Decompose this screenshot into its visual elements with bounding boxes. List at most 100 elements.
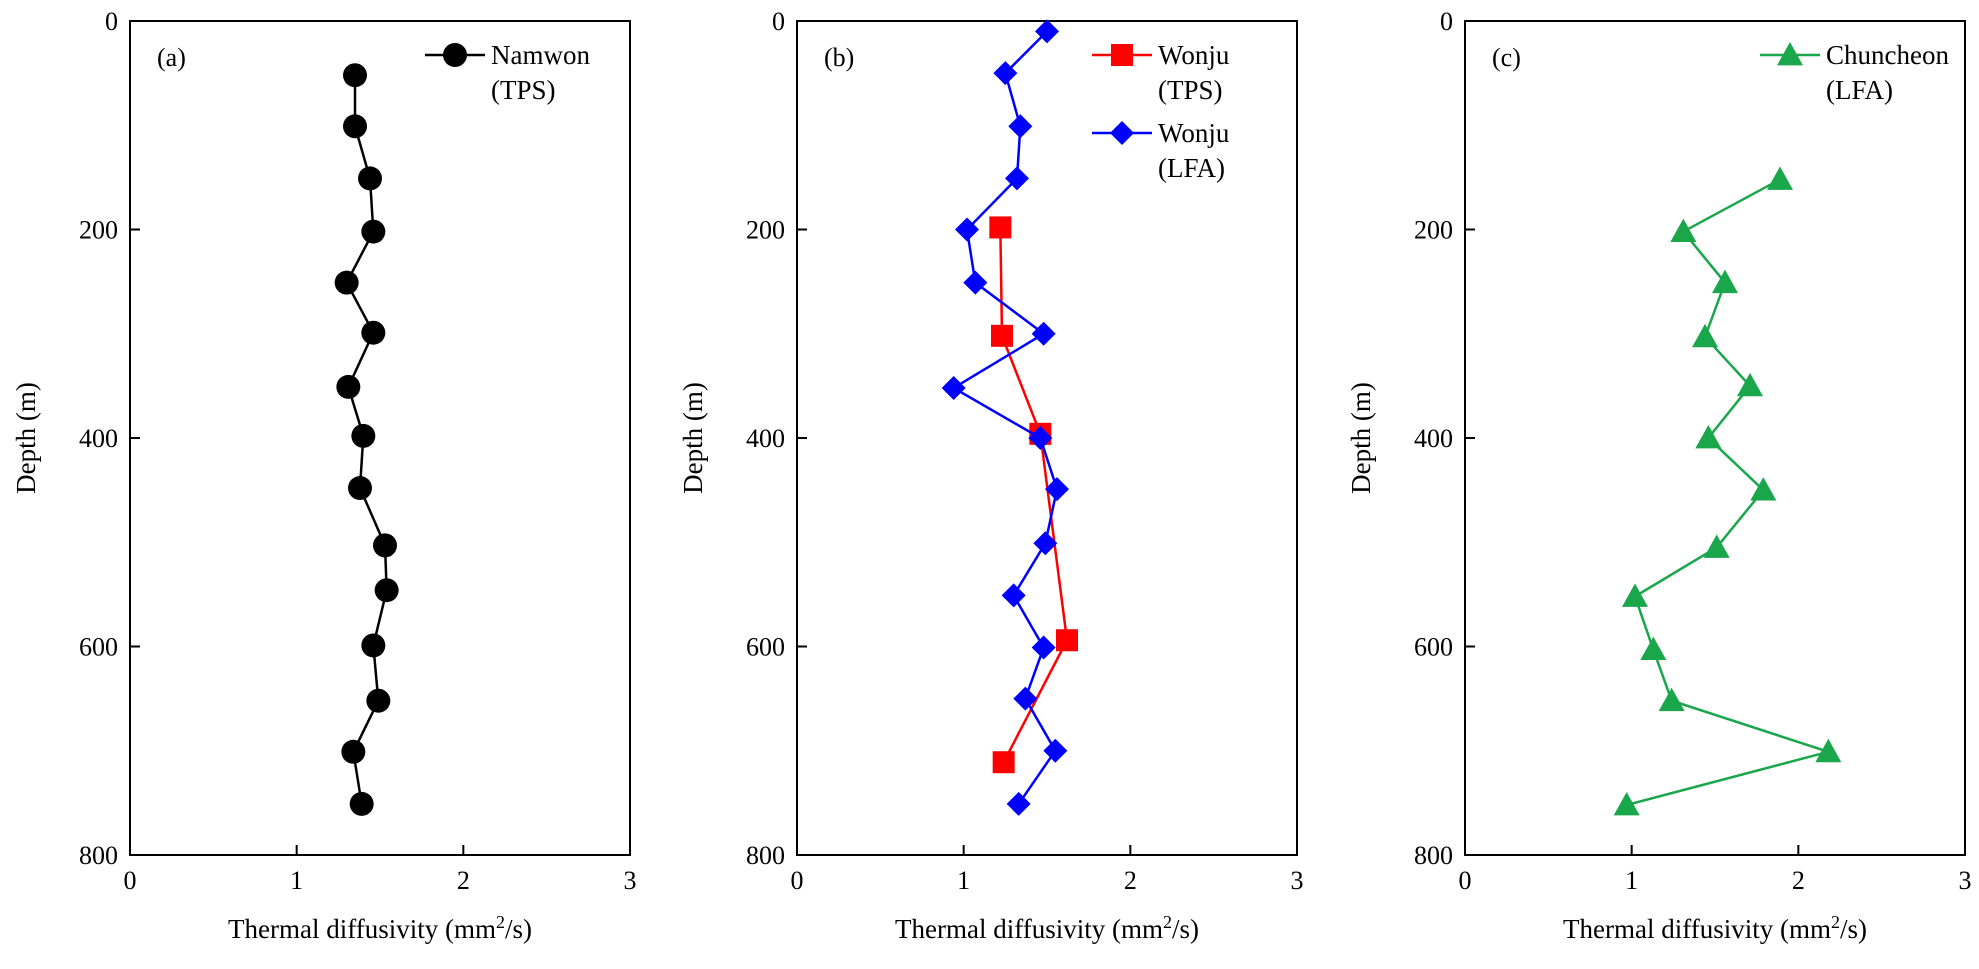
- x-axis-title: Thermal diffusivity (mm2/s): [228, 912, 532, 944]
- y-axis-title: Depth (m): [678, 382, 708, 494]
- data-point: [1031, 635, 1056, 660]
- y-tick-label: 200: [79, 216, 118, 245]
- data-point: [1692, 323, 1718, 348]
- y-tick-label: 400: [746, 424, 785, 453]
- y-tick-label: 0: [1440, 7, 1453, 36]
- legend-label: Chuncheon: [1826, 40, 1949, 70]
- data-point: [336, 374, 361, 399]
- x-tick-label: 2: [1792, 866, 1805, 895]
- legend-label-line2: (LFA): [1158, 153, 1225, 183]
- legend-label: Namwon: [491, 40, 590, 70]
- data-point: [1767, 166, 1793, 190]
- data-point: [993, 61, 1018, 86]
- series-line-2: [951, 30, 1059, 805]
- data-point: [334, 270, 359, 295]
- data-point: [955, 217, 979, 242]
- y-tick-label: 600: [79, 633, 118, 662]
- y-tick-label: 200: [1414, 216, 1453, 245]
- legend-label-line2: (TPS): [1158, 75, 1223, 105]
- data-point: [1658, 687, 1685, 712]
- y-tick-label: 600: [1414, 633, 1453, 662]
- x-tick-label: 3: [1291, 866, 1304, 895]
- legend-label-line2: (LFA): [1826, 75, 1893, 105]
- x-tick-label: 0: [791, 866, 804, 895]
- y-tick-label: 200: [746, 216, 785, 245]
- data-point: [1703, 534, 1730, 558]
- data-point: [1008, 114, 1033, 139]
- data-point: [1005, 166, 1029, 191]
- data-point: [1622, 583, 1648, 607]
- data-point: [373, 533, 397, 558]
- x-tick-label: 0: [1459, 866, 1472, 895]
- data-point: [361, 633, 386, 658]
- data-point: [1043, 738, 1068, 763]
- x-tick-label: 3: [1959, 866, 1972, 895]
- data-point: [992, 751, 1015, 774]
- data-point: [989, 216, 1012, 239]
- plot-frame: [129, 20, 631, 856]
- panel-label: (a): [157, 43, 186, 72]
- data-point: [941, 375, 966, 400]
- x-tick-label: 3: [624, 866, 637, 895]
- legend-marker: [443, 43, 467, 67]
- data-point: [1035, 19, 1059, 44]
- legend-marker: [1777, 42, 1803, 66]
- legend-label: Wonju: [1158, 40, 1230, 70]
- data-point: [1028, 426, 1053, 450]
- y-tick-label: 400: [1414, 424, 1453, 453]
- data-point: [358, 166, 382, 191]
- data-point: [1613, 791, 1640, 816]
- data-point: [963, 270, 988, 295]
- data-point: [1006, 791, 1031, 816]
- y-axis-title: Depth (m): [11, 382, 41, 494]
- y-tick-label: 400: [79, 424, 118, 453]
- data-point: [348, 476, 372, 501]
- data-point: [1001, 583, 1026, 608]
- y-tick-label: 800: [79, 841, 118, 870]
- data-point: [1815, 738, 1842, 763]
- y-tick-label: 800: [746, 841, 785, 870]
- x-tick-label: 2: [1124, 866, 1137, 895]
- legend-label-line2: (TPS): [491, 75, 556, 105]
- x-tick-label: 2: [457, 866, 470, 895]
- data-point: [349, 791, 374, 816]
- data-point: [1056, 629, 1078, 652]
- data-point: [361, 219, 386, 244]
- data-point: [343, 114, 367, 139]
- data-point: [1045, 477, 1069, 502]
- x-tick-label: 1: [957, 866, 970, 895]
- data-point: [1033, 531, 1058, 556]
- legend-marker: [1111, 44, 1133, 66]
- data-point: [1737, 372, 1763, 397]
- data-point: [374, 578, 399, 603]
- y-tick-label: 0: [772, 7, 785, 36]
- legend-label: Wonju: [1158, 118, 1230, 148]
- y-axis-title: Depth (m): [1346, 382, 1376, 494]
- data-point: [351, 423, 376, 448]
- data-point: [991, 324, 1013, 347]
- data-point: [1640, 636, 1667, 661]
- data-point: [1750, 477, 1777, 501]
- data-point: [361, 320, 386, 345]
- data-point: [366, 688, 391, 713]
- panel-label: (c): [1492, 43, 1521, 72]
- x-tick-label: 1: [290, 866, 303, 895]
- legend-marker: [1110, 121, 1134, 145]
- x-tick-label: 1: [1625, 866, 1638, 895]
- data-point: [343, 63, 367, 88]
- data-point: [1670, 218, 1697, 242]
- data-point: [1712, 269, 1738, 294]
- data-point: [341, 739, 366, 764]
- x-tick-label: 0: [124, 866, 137, 895]
- y-tick-label: 0: [105, 7, 118, 36]
- x-axis-title: Thermal diffusivity (mm2/s): [895, 912, 1199, 944]
- y-tick-label: 600: [746, 633, 785, 662]
- data-point: [1013, 686, 1038, 711]
- data-point: [1695, 425, 1722, 449]
- panel-label: (b): [824, 43, 854, 72]
- series-line-1: [1626, 178, 1833, 807]
